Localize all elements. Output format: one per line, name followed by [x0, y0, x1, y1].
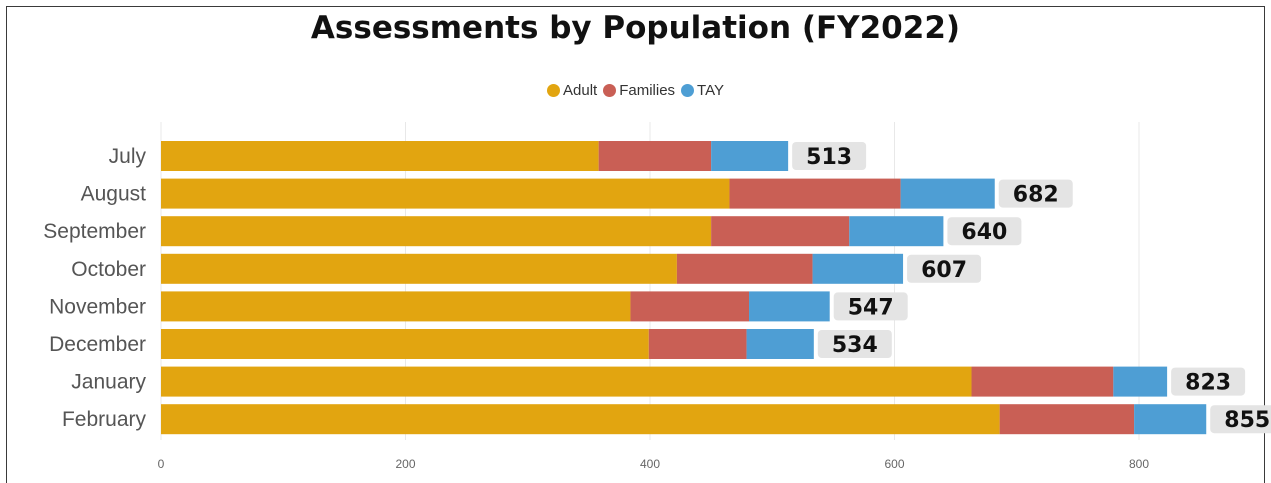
- bar-segment-families[interactable]: [676, 253, 813, 284]
- total-badge: [947, 217, 1022, 246]
- bar-segment-tay[interactable]: [812, 253, 904, 284]
- category-label: October: [71, 258, 146, 281]
- total-label: 534: [832, 333, 878, 358]
- total-badge: [817, 330, 892, 358]
- legend-item-tay[interactable]: TAY: [681, 82, 724, 99]
- x-tick-label: 0: [158, 457, 165, 471]
- x-tick-label: 600: [884, 457, 904, 471]
- category-label: December: [49, 333, 146, 356]
- total-badge: [1210, 405, 1271, 434]
- legend-swatch-tay: [681, 84, 695, 97]
- total-label: 607: [921, 258, 967, 283]
- bar-segment-adult[interactable]: [161, 404, 1000, 435]
- bar-segment-adult[interactable]: [161, 216, 712, 247]
- bar-segment-tay[interactable]: [746, 329, 814, 359]
- x-tick-label: 400: [640, 457, 660, 471]
- bar-segment-adult[interactable]: [161, 329, 649, 359]
- total-badge: [792, 142, 867, 170]
- category-label: August: [81, 183, 147, 206]
- bar-segment-tay[interactable]: [900, 178, 995, 209]
- total-label: 855: [1224, 408, 1270, 433]
- category-label: November: [49, 295, 146, 318]
- legend-label-adult: Adult: [563, 82, 598, 99]
- total-label: 513: [806, 145, 852, 170]
- bar-segment-families[interactable]: [630, 291, 750, 322]
- bar-segment-adult[interactable]: [161, 253, 677, 284]
- total-badge: [998, 179, 1073, 208]
- legend-swatch-adult: [547, 84, 560, 97]
- total-label: 547: [848, 295, 894, 320]
- bar-segment-families[interactable]: [648, 329, 747, 359]
- total-badge: [1171, 367, 1246, 396]
- bar-segment-adult[interactable]: [161, 141, 599, 171]
- legend-label-tay: TAY: [697, 82, 724, 99]
- total-badge: [907, 254, 982, 283]
- x-tick-label: 800: [1129, 457, 1149, 471]
- total-label: 640: [961, 220, 1007, 245]
- x-tick-label: 200: [395, 457, 415, 471]
- bar-segment-tay[interactable]: [1134, 404, 1207, 435]
- legend-item-adult[interactable]: Adult: [547, 82, 597, 99]
- bar-segment-adult[interactable]: [161, 178, 730, 209]
- bar-segment-families[interactable]: [971, 366, 1114, 397]
- category-label: February: [62, 408, 147, 431]
- legend-swatch-families: [603, 84, 617, 97]
- bar-segment-adult[interactable]: [161, 366, 972, 397]
- bar-segment-tay[interactable]: [749, 291, 830, 322]
- category-label: July: [109, 145, 147, 168]
- bar-segment-tay[interactable]: [1113, 366, 1168, 397]
- legend-label-families: Families: [619, 82, 676, 99]
- bar-segment-families[interactable]: [999, 404, 1135, 435]
- category-label: September: [43, 220, 146, 243]
- bar-segment-adult[interactable]: [161, 291, 631, 322]
- category-label: January: [71, 371, 146, 394]
- total-badge: [833, 292, 908, 321]
- bar-segment-families[interactable]: [729, 178, 901, 209]
- chart-title: Assessments by Population (FY2022): [310, 10, 961, 46]
- bar-segment-tay[interactable]: [711, 141, 789, 171]
- total-label: 682: [1013, 183, 1059, 208]
- chart-legend: Adult Families TAY: [0, 82, 1271, 99]
- bar-segment-tay[interactable]: [849, 216, 944, 247]
- bar-segment-families[interactable]: [711, 216, 850, 247]
- total-label: 823: [1185, 371, 1231, 396]
- bar-segment-families[interactable]: [598, 141, 712, 171]
- legend-item-families[interactable]: Families: [603, 82, 675, 99]
